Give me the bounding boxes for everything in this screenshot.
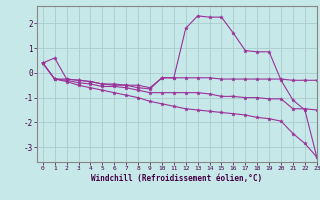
X-axis label: Windchill (Refroidissement éolien,°C): Windchill (Refroidissement éolien,°C) [91,174,262,183]
